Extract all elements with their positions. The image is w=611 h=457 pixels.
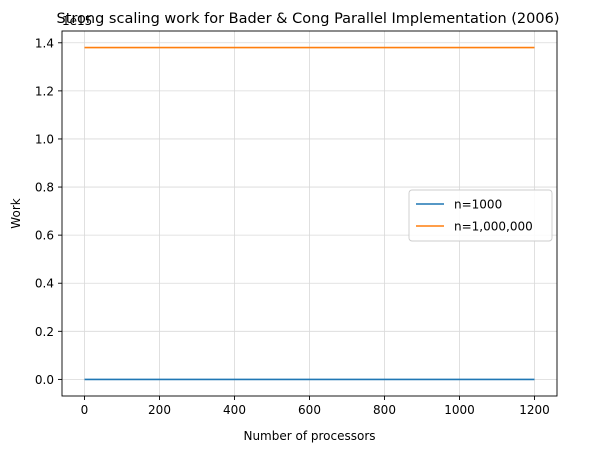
y-axis-ticks: 0.0 0.2 0.4 0.6 0.8 1.0 1.2 1.4	[35, 36, 62, 387]
x-axis-label: Number of processors	[243, 429, 375, 443]
y-tick-label: 1.4	[35, 36, 54, 50]
x-tick-label: 200	[148, 403, 171, 417]
chart-title: Strong scaling work for Bader & Cong Par…	[57, 11, 560, 27]
x-tick-label: 0	[81, 403, 89, 417]
y-axis-offset-text: 1e15	[62, 14, 92, 28]
y-tick-label: 0.0	[35, 373, 54, 387]
legend-box	[408, 189, 553, 242]
x-tick-label: 600	[298, 403, 321, 417]
x-tick-label: 1000	[444, 403, 475, 417]
x-axis-ticks: 0 200 400 600 800 1000 1200	[81, 396, 550, 417]
x-tick-label: 1200	[519, 403, 550, 417]
y-tick-label: 0.2	[35, 325, 54, 339]
y-tick-label: 0.6	[35, 229, 54, 243]
legend: n=1000 n=1,000,000	[408, 189, 553, 242]
legend-items: n=1000 n=1,000,000	[416, 198, 533, 234]
x-tick-label: 400	[223, 403, 246, 417]
y-tick-label: 1.0	[35, 132, 54, 146]
legend-label-2: n=1,000,000	[454, 220, 533, 234]
y-tick-label: 0.4	[35, 277, 54, 291]
y-tick-label: 1.2	[35, 84, 54, 98]
y-tick-label: 0.8	[35, 181, 54, 195]
legend-label-1: n=1000	[454, 198, 502, 212]
x-tick-label: 800	[373, 403, 396, 417]
series-layer	[84, 46, 535, 381]
y-axis-label: Work	[9, 198, 23, 228]
